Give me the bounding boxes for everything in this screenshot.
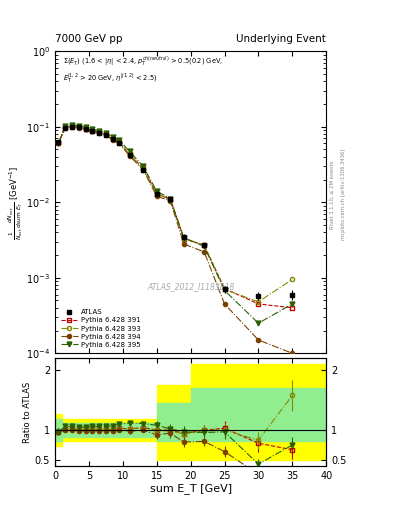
Text: mcplots.cern.ch [arXiv:1306.3436]: mcplots.cern.ch [arXiv:1306.3436] [342, 149, 346, 240]
X-axis label: sum E_T [GeV]: sum E_T [GeV] [150, 483, 231, 495]
Text: Underlying Event: Underlying Event [236, 34, 326, 44]
Text: 7000 GeV pp: 7000 GeV pp [55, 34, 123, 44]
Y-axis label: Ratio to ATLAS: Ratio to ATLAS [23, 381, 32, 443]
Text: Rivet 3.1.10, ≥ 2M events: Rivet 3.1.10, ≥ 2M events [330, 160, 334, 229]
Text: $\Sigma(E_T)$ (1.6 < |$\eta$| < 2.4, $p_T^{ch(neutral)}$ > 0.5(0.2) GeV,
$E_T^{j: $\Sigma(E_T)$ (1.6 < |$\eta$| < 2.4, $p_… [63, 54, 223, 86]
Legend: ATLAS, Pythia 6.428 391, Pythia 6.428 393, Pythia 6.428 394, Pythia 6.428 395: ATLAS, Pythia 6.428 391, Pythia 6.428 39… [59, 307, 143, 350]
Text: ATLAS_2012_I1183818: ATLAS_2012_I1183818 [147, 282, 234, 291]
Y-axis label: $\frac{1}{N_\mathrm{evt}}\frac{dN_\mathrm{evt}}{d\mathrm{sum}\ E_T}$ [GeV$^{-1}$: $\frac{1}{N_\mathrm{evt}}\frac{dN_\mathr… [6, 165, 25, 240]
